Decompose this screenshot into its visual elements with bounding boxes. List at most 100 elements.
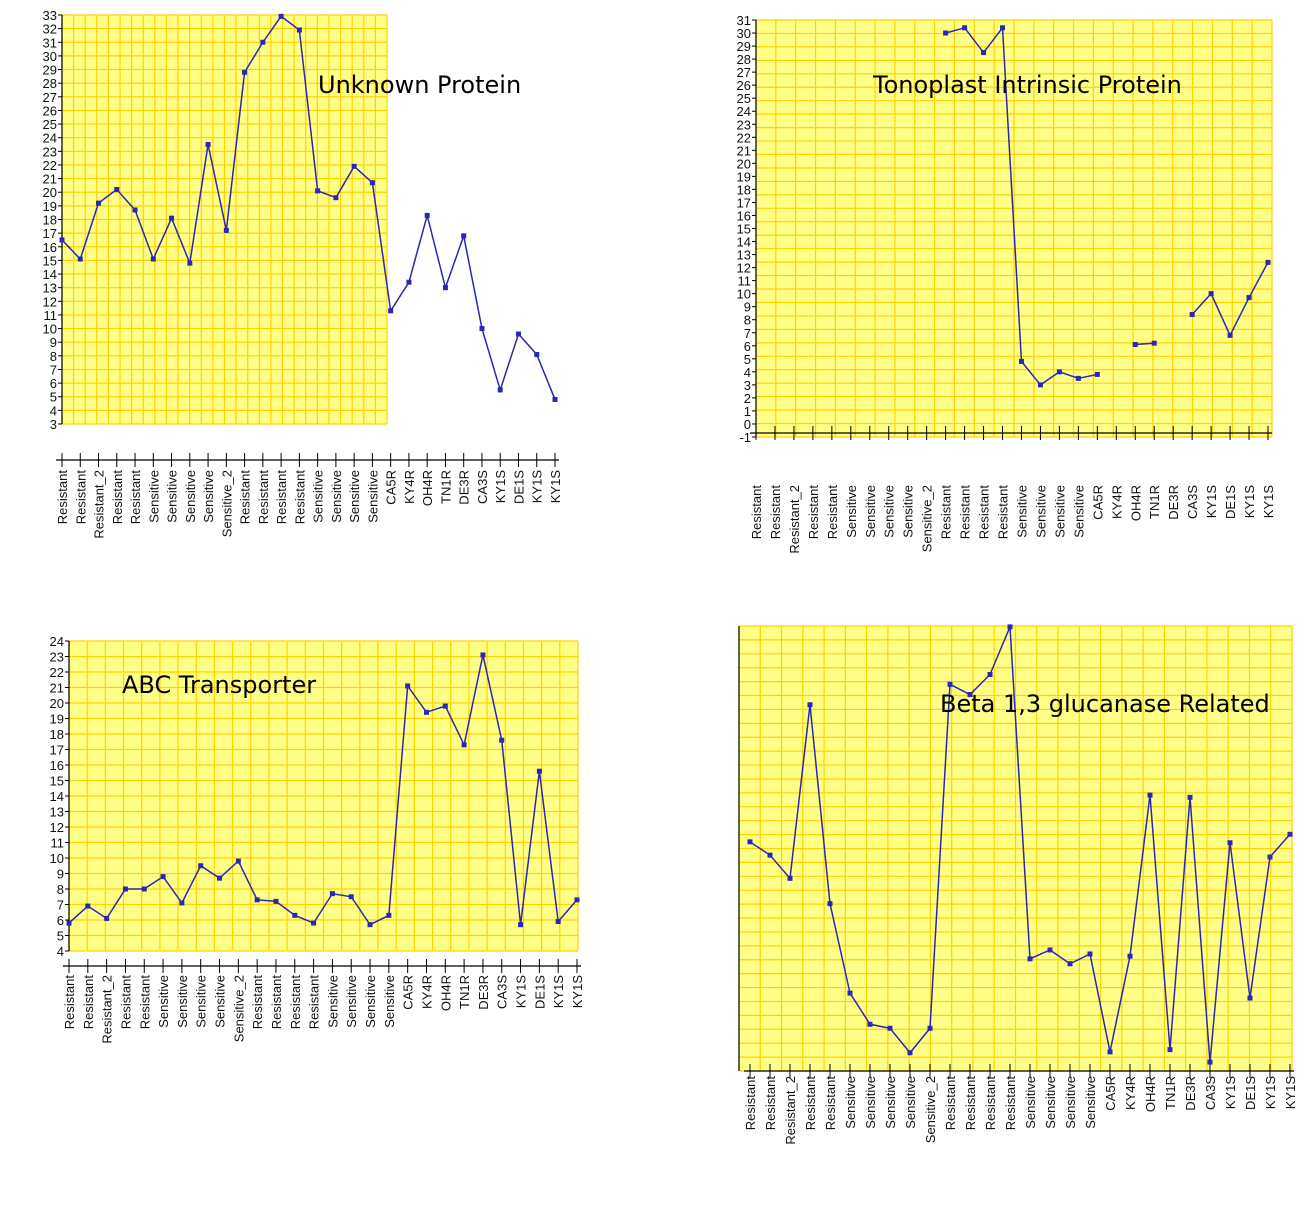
x-tick-label: Sensitive: [844, 485, 859, 538]
data-point: [59, 237, 65, 243]
y-tick-label: 5: [744, 352, 751, 367]
x-tick-label: DE1S: [1223, 485, 1238, 519]
x-tick-label: Resistant: [118, 975, 133, 1030]
data-point: [1267, 854, 1273, 860]
x-tick-label: Sensitive: [1043, 1076, 1058, 1129]
data-point: [351, 163, 357, 169]
data-point: [1132, 341, 1138, 347]
data-point: [1265, 259, 1271, 265]
x-tick-label: Sensitive: [156, 975, 171, 1028]
data-point: [442, 703, 448, 709]
chart-4: Resistant Resistant Resistant_2 Resistant Re…: [738, 624, 1298, 1145]
x-tick-label: Resistant: [274, 470, 289, 525]
x-tick-label: Sensitive: [175, 975, 190, 1028]
data-point: [1000, 25, 1006, 31]
x-tick-label: Resistant: [825, 485, 840, 540]
y-tick-label: 15: [43, 253, 57, 268]
y-tick-label: 13: [50, 805, 64, 820]
data-point: [847, 990, 853, 996]
x-tick-label: KY1S: [1283, 1076, 1298, 1110]
y-tick-label: 18: [50, 727, 64, 742]
x-tick-label: Sensitive: [1023, 1076, 1038, 1129]
y-tick-label: 23: [737, 117, 751, 132]
data-point: [179, 900, 185, 906]
y-tick-label: 10: [43, 322, 57, 337]
x-tick-label: Resistant: [763, 1076, 778, 1131]
data-point: [867, 1021, 873, 1027]
data-point: [552, 396, 558, 402]
y-tick-label: 14: [737, 235, 751, 250]
x-tick-label: Sensitive_2: [920, 485, 935, 552]
x-tick-label: Resistant: [307, 975, 322, 1030]
x-tick-label: Sensitive: [1071, 485, 1086, 538]
x-tick-label: Sensitive: [365, 470, 380, 523]
data-point: [887, 1025, 893, 1031]
x-tick-label: KY1S: [1242, 485, 1257, 519]
x-tick-label: Resistant: [81, 975, 96, 1030]
x-tick-label: Sensitive: [1033, 485, 1048, 538]
y-tick-label: 18: [737, 182, 751, 197]
y-tick-label: 15: [50, 774, 64, 789]
y-tick-label: 11: [738, 274, 752, 289]
chart-title: Beta 1,3 glucanase Related: [940, 690, 1270, 718]
x-tick-label: Resistant: [977, 485, 992, 540]
y-tick-label: 28: [737, 52, 751, 67]
y-tick-label: 4: [50, 403, 57, 418]
y-tick-label: 29: [737, 39, 751, 54]
data-point: [1187, 794, 1193, 800]
x-tick-label: Resistant: [62, 975, 77, 1030]
x-tick-label: Resistant: [1003, 1076, 1018, 1131]
y-tick-label: 18: [43, 213, 57, 228]
y-tick-label: 13: [43, 281, 57, 296]
x-tick-label: KY1S: [570, 975, 585, 1009]
x-tick-label: KY1S: [548, 470, 563, 504]
x-tick-label: KY1S: [1263, 1076, 1278, 1110]
x-tick-label: Sensitive: [883, 1076, 898, 1129]
chart-1: 3456789101112131415161718192021222324252…: [43, 8, 563, 539]
data-point: [217, 875, 223, 881]
data-point: [235, 858, 241, 864]
x-tick-label: CA5R: [401, 975, 416, 1010]
x-tick-label: KY1S: [551, 975, 566, 1009]
x-tick-label: Resistant: [743, 1076, 758, 1131]
y-tick-label: 1: [744, 404, 751, 419]
x-tick-label: OH4R: [420, 470, 435, 506]
x-tick-label: KY1S: [493, 470, 508, 504]
y-tick-label: 20: [43, 185, 57, 200]
y-tick-label: 25: [737, 91, 751, 106]
x-tick-label: KY1S: [1261, 485, 1276, 519]
y-tick-label: 19: [43, 199, 57, 214]
x-tick-label: Sensitive: [344, 975, 359, 1028]
y-tick-label: 23: [43, 144, 57, 159]
data-point: [943, 30, 949, 36]
x-tick-label: KY4R: [1123, 1076, 1138, 1110]
data-point: [85, 903, 91, 909]
data-point: [315, 188, 321, 194]
x-tick-label: Sensitive: [329, 470, 344, 523]
x-tick-label: DE3R: [476, 975, 491, 1010]
y-tick-label: 7: [57, 898, 64, 913]
y-tick-label: 12: [50, 820, 64, 835]
y-tick-label: 27: [737, 65, 751, 80]
y-tick-label: 31: [43, 35, 57, 50]
data-point: [442, 285, 448, 291]
x-tick-label: Resistant_2: [787, 485, 802, 554]
x-tick-label: Sensitive: [843, 1076, 858, 1129]
data-point: [962, 25, 968, 31]
data-point: [461, 233, 467, 239]
x-tick-label: Sensitive: [882, 485, 897, 538]
y-tick-label: 6: [57, 913, 64, 928]
y-tick-label: 14: [43, 267, 57, 282]
x-tick-label: Resistant: [128, 470, 143, 525]
x-tick-label: DE3R: [457, 470, 472, 505]
data-point: [499, 737, 505, 743]
x-tick-label: TN1R: [1163, 1076, 1178, 1110]
x-tick-label: Sensitive_2: [923, 1076, 938, 1143]
y-tick-label: 5: [50, 390, 57, 405]
x-tick-label: KY4R: [419, 975, 434, 1009]
x-tick-label: Resistant: [996, 485, 1011, 540]
x-tick-label: Sensitive: [863, 485, 878, 538]
data-point: [1037, 382, 1043, 388]
y-tick-label: 8: [744, 313, 751, 328]
